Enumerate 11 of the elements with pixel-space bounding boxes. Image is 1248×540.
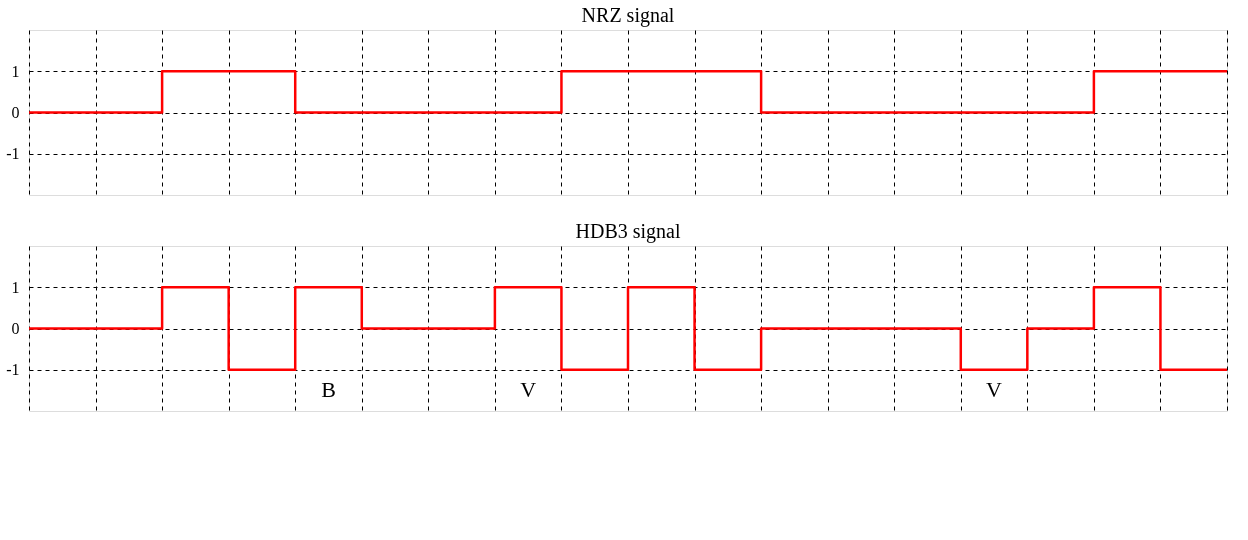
chart-title: NRZ signal xyxy=(581,4,675,27)
y-tick-label: 0 xyxy=(11,320,20,337)
y-tick-label: 0 xyxy=(11,104,20,121)
y-tick-label: -1 xyxy=(6,361,20,379)
y-tick-label: 1 xyxy=(11,278,20,296)
annotation: V xyxy=(986,377,1003,403)
y-tick-label: -1 xyxy=(6,145,20,163)
y-tick-label: 1 xyxy=(11,62,20,80)
annotation: V xyxy=(520,377,537,403)
chart-title: HDB3 signal xyxy=(575,220,681,243)
annotation: B xyxy=(321,377,336,403)
